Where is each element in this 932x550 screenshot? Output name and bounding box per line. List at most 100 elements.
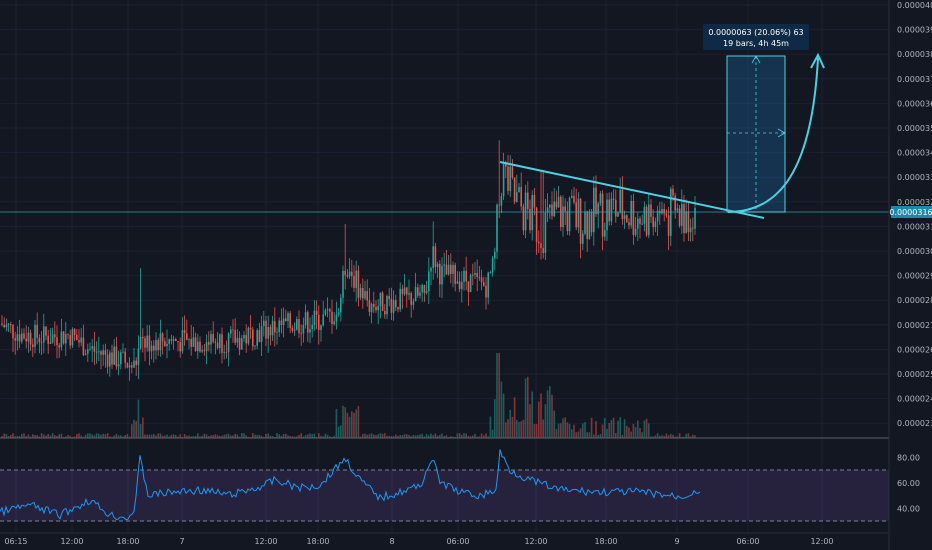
volume-bar: [612, 417, 615, 438]
volume-bar: [117, 435, 120, 438]
volume-bar: [291, 436, 294, 438]
projected-breakout-arrow[interactable]: [727, 57, 819, 213]
candle-body: [219, 334, 221, 349]
volume-bar: [392, 436, 395, 438]
candle-body: [595, 187, 597, 215]
candle-body: [146, 335, 148, 348]
candle-body: [417, 287, 419, 296]
candle-body: [359, 287, 362, 298]
candle-body: [353, 276, 355, 288]
candle-body: [333, 321, 335, 324]
volume-bar: [566, 422, 569, 438]
volume-bar: [469, 436, 472, 438]
candle-body: [527, 192, 529, 210]
volume-bar: [247, 436, 250, 438]
volume-bar: [375, 435, 377, 438]
volume-bar: [579, 428, 582, 438]
measure-label-box: [703, 24, 809, 50]
volume-bar: [551, 394, 553, 438]
volume-bar: [199, 436, 201, 438]
volume-bar: [555, 429, 558, 438]
volume-bar: [412, 434, 415, 438]
rsi-tick-label: 60.00: [897, 479, 920, 488]
candle-body: [461, 281, 463, 290]
volume-bar: [454, 436, 456, 438]
volume-bar: [425, 434, 428, 438]
volume-bar: [227, 433, 230, 438]
volume-bar: [417, 435, 419, 438]
volume-bar: [681, 436, 683, 438]
volume-bar: [692, 434, 694, 438]
candle-body: [663, 209, 665, 214]
candle-body: [637, 218, 639, 229]
volume-bar: [252, 433, 254, 438]
volume-bar: [432, 435, 434, 438]
volume-bar: [278, 434, 280, 438]
candle-body: [562, 206, 564, 228]
volume-bar: [104, 434, 107, 438]
volume-bar: [274, 436, 276, 438]
candle-body: [16, 334, 19, 341]
price-tick-label: 0.0000260: [897, 345, 932, 354]
volume-bar: [423, 436, 426, 438]
candle-body: [54, 334, 56, 338]
candle-body: [131, 365, 133, 368]
volume-bar: [414, 435, 417, 438]
volume-bar: [137, 399, 140, 438]
volume-bar: [601, 424, 604, 438]
volume-bar: [577, 431, 580, 438]
time-tick-label: 18:00: [594, 537, 617, 546]
candle-body: [494, 251, 496, 259]
candle-body: [632, 201, 635, 235]
candle-body: [175, 338, 177, 342]
volume-bar: [593, 434, 595, 438]
volume-bar: [439, 435, 441, 438]
volume-bar: [263, 436, 265, 438]
volume-bar: [232, 435, 234, 438]
volume-bar: [606, 428, 608, 438]
volume-bar: [368, 434, 371, 438]
candle-body: [463, 270, 465, 282]
volume-bar: [540, 393, 542, 438]
time-tick-label: 06:00: [446, 537, 469, 546]
candle-body: [80, 337, 82, 343]
candle-body: [639, 218, 641, 224]
candle-body: [654, 221, 657, 227]
time-tick-label: 12:00: [254, 537, 277, 546]
volume-bar: [12, 433, 14, 438]
candle-body: [364, 291, 366, 299]
volume-bar: [590, 417, 593, 438]
candle-body: [203, 350, 206, 352]
volume-bar: [210, 435, 212, 438]
volume-bar: [485, 433, 487, 438]
candle-body: [454, 264, 456, 284]
volume-bar: [399, 435, 401, 438]
volume-bar: [164, 435, 166, 438]
candle-body: [168, 339, 170, 344]
candle-body: [606, 199, 608, 231]
volume-bar: [51, 433, 54, 438]
volume-bar: [643, 420, 646, 438]
candle-body: [342, 270, 344, 298]
candle-body: [538, 241, 540, 244]
descending-trendline[interactable]: [499, 161, 765, 219]
volume-bars: [1, 353, 696, 438]
volume-bar: [307, 434, 309, 438]
candle-body: [469, 274, 472, 292]
volume-bar: [49, 435, 52, 438]
volume-bar: [98, 433, 100, 438]
volume-bar: [634, 427, 637, 438]
candle-body: [326, 309, 329, 311]
volume-bar: [377, 434, 379, 438]
volume-bar: [265, 433, 267, 438]
rsi-band-fill: [0, 470, 889, 521]
volume-bar: [168, 436, 170, 438]
volume-bar: [58, 434, 60, 438]
candle-body: [91, 346, 93, 349]
candle-body: [329, 309, 331, 312]
volume-bar: [557, 423, 560, 438]
volume-bar: [474, 433, 476, 438]
candle-body: [465, 270, 467, 282]
volume-bar: [452, 436, 454, 438]
